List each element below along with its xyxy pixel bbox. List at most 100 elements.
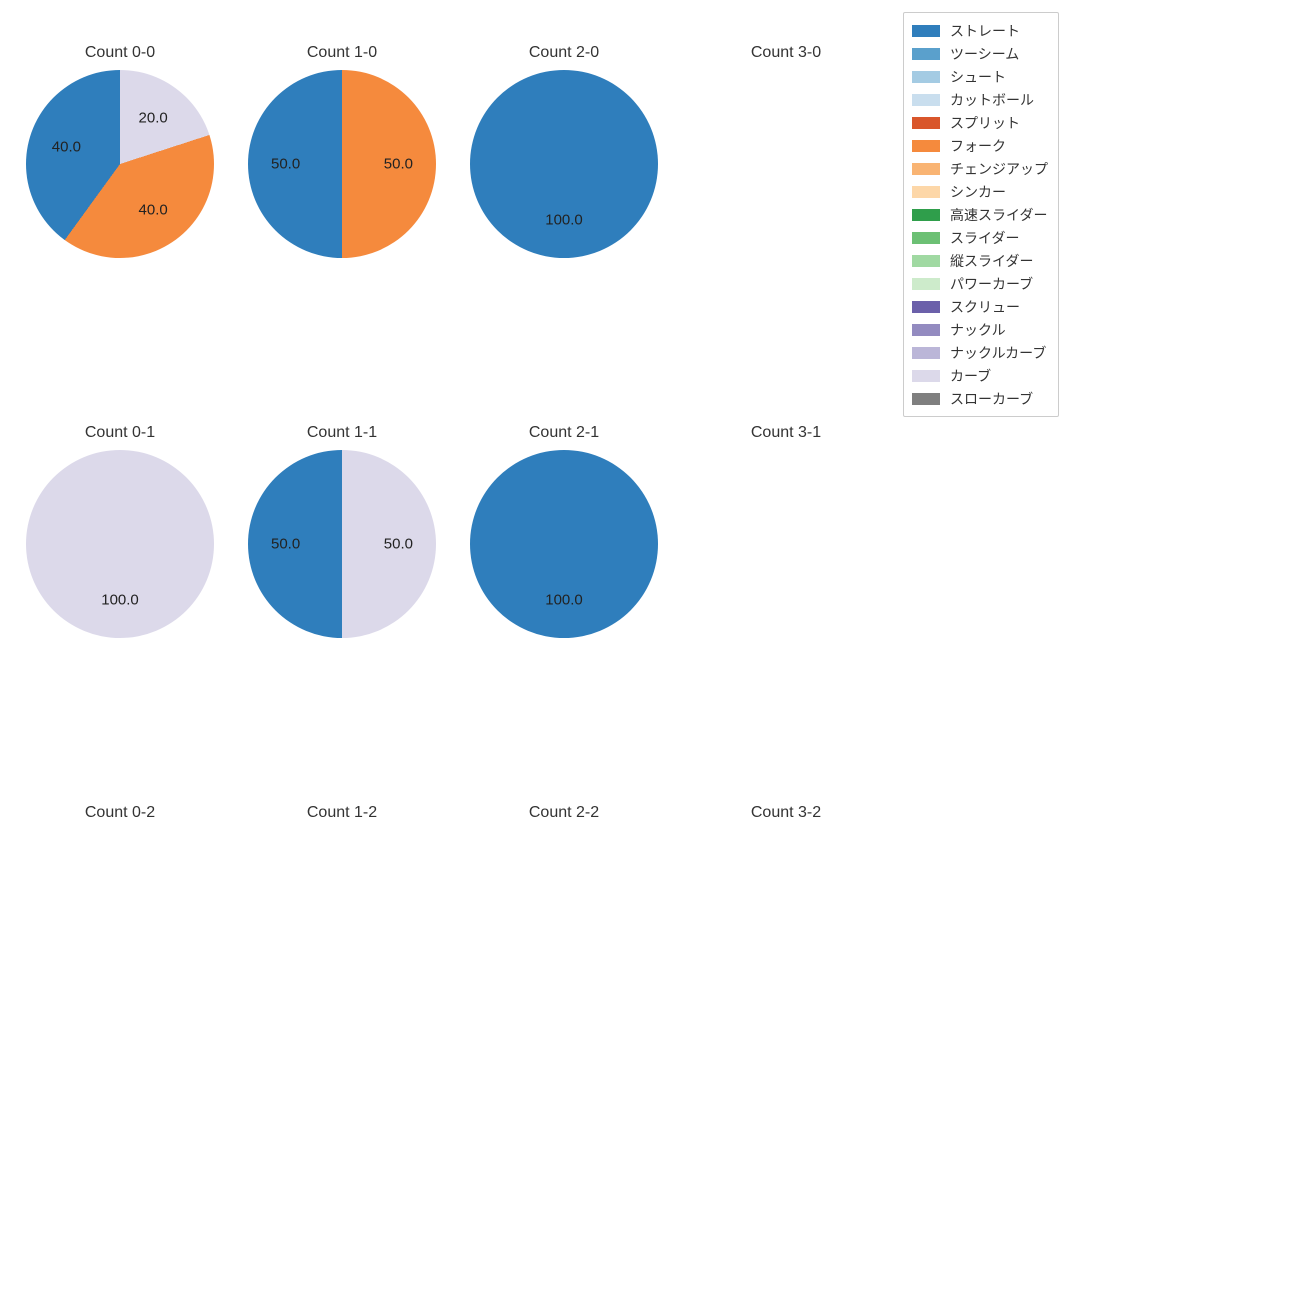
- legend-label: ツーシーム: [950, 44, 1019, 64]
- pie-title: Count 2-1: [454, 424, 674, 442]
- pie-cell: Count 1-1 50.0 50.0: [232, 424, 452, 638]
- legend-swatch: [912, 186, 940, 198]
- pie-wrap: [692, 450, 880, 638]
- legend-item: スライダー: [912, 226, 1048, 249]
- legend-item: チェンジアップ: [912, 157, 1048, 180]
- legend-item: フォーク: [912, 134, 1048, 157]
- legend-label: シンカー: [950, 182, 1006, 202]
- pie-wrap: 100.0: [470, 450, 658, 638]
- pie-wrap: 50.0 50.0: [248, 450, 436, 638]
- legend: ストレートツーシームシュートカットボールスプリットフォークチェンジアップシンカー…: [903, 12, 1059, 417]
- pie-title: Count 1-2: [232, 804, 452, 822]
- pie-cell: Count 3-2: [676, 804, 896, 1018]
- pie-title: Count 3-0: [676, 44, 896, 62]
- legend-item: ナックル: [912, 318, 1048, 341]
- legend-label: 高速スライダー: [950, 205, 1047, 225]
- legend-label: カットボール: [950, 90, 1034, 110]
- legend-swatch: [912, 71, 940, 83]
- pie-cell: Count 3-0: [676, 44, 896, 258]
- legend-label: ストレート: [950, 21, 1020, 41]
- legend-item: 高速スライダー: [912, 203, 1048, 226]
- legend-item: ストレート: [912, 19, 1048, 42]
- pie-title: Count 2-0: [454, 44, 674, 62]
- legend-swatch: [912, 255, 940, 267]
- pie-value-label: 50.0: [271, 536, 300, 553]
- pie-wrap: [470, 830, 658, 1018]
- legend-swatch: [912, 232, 940, 244]
- pie-cell: Count 1-050.050.0: [232, 44, 452, 258]
- pie-cell: Count 2-0 100.0: [454, 44, 674, 258]
- pie-title: Count 0-2: [10, 804, 230, 822]
- legend-swatch: [912, 140, 940, 152]
- pie-wrap: 100.0: [470, 70, 658, 258]
- pie-wrap: [692, 70, 880, 258]
- pie-title: Count 3-1: [676, 424, 896, 442]
- pie-value-label: 20.0: [139, 110, 168, 127]
- legend-label: パワーカーブ: [950, 274, 1033, 294]
- pie-cell: Count 2-1 100.0: [454, 424, 674, 638]
- legend-swatch: [912, 94, 940, 106]
- pie-value-label: 50.0: [384, 536, 413, 553]
- pie: [470, 450, 658, 638]
- pie-title: Count 3-2: [676, 804, 896, 822]
- legend-item: ツーシーム: [912, 42, 1048, 65]
- legend-item: カットボール: [912, 88, 1048, 111]
- pie-cell: Count 0-0 40.0 40.0 20.0: [10, 44, 230, 258]
- pie-value-label: 50.0: [271, 156, 300, 173]
- pie-title: Count 0-1: [10, 424, 230, 442]
- legend-swatch: [912, 278, 940, 290]
- legend-label: スプリット: [950, 113, 1020, 133]
- legend-label: チェンジアップ: [950, 159, 1048, 179]
- legend-label: フォーク: [950, 136, 1006, 156]
- pie-wrap: 100.0: [26, 450, 214, 638]
- pie-cell: Count 0-1 100.0: [10, 424, 230, 638]
- legend-swatch: [912, 370, 940, 382]
- pie: [26, 450, 214, 638]
- legend-swatch: [912, 163, 940, 175]
- legend-item: スプリット: [912, 111, 1048, 134]
- pie-value-label: 100.0: [101, 592, 139, 609]
- pie-wrap: 40.0 40.0 20.0: [26, 70, 214, 258]
- legend-item: 縦スライダー: [912, 249, 1048, 272]
- legend-item: シュート: [912, 65, 1048, 88]
- legend-label: スローカーブ: [950, 389, 1033, 409]
- legend-item: カーブ: [912, 364, 1048, 387]
- legend-label: ナックル: [950, 320, 1006, 340]
- pie: [26, 70, 214, 258]
- legend-label: カーブ: [950, 366, 991, 386]
- legend-item: スクリュー: [912, 295, 1048, 318]
- pie-wrap: [248, 830, 436, 1018]
- pie-wrap: [692, 830, 880, 1018]
- pie-value-label: 100.0: [545, 592, 583, 609]
- pie-value-label: 50.0: [384, 156, 413, 173]
- pie-cell: Count 1-2: [232, 804, 452, 1018]
- legend-label: 縦スライダー: [950, 251, 1033, 271]
- pie-cell: Count 2-2: [454, 804, 674, 1018]
- legend-swatch: [912, 347, 940, 359]
- pie-title: Count 2-2: [454, 804, 674, 822]
- legend-label: ナックルカーブ: [950, 343, 1046, 363]
- pie-wrap: 50.0 50.0: [248, 70, 436, 258]
- pie-value-label: 100.0: [545, 212, 583, 229]
- pie-title: Count 1-1: [232, 424, 452, 442]
- legend-item: シンカー: [912, 180, 1048, 203]
- legend-label: シュート: [950, 67, 1006, 87]
- legend-item: パワーカーブ: [912, 272, 1048, 295]
- legend-item: スローカーブ: [912, 387, 1048, 410]
- legend-swatch: [912, 25, 940, 37]
- legend-swatch: [912, 324, 940, 336]
- pie-value-label: 40.0: [52, 138, 81, 155]
- legend-item: ナックルカーブ: [912, 341, 1048, 364]
- pie-wrap: [26, 830, 214, 1018]
- pie: [470, 70, 658, 258]
- legend-swatch: [912, 48, 940, 60]
- pie-cell: Count 3-1: [676, 424, 896, 638]
- pie-cell: Count 0-2: [10, 804, 230, 1018]
- chart-grid: Count 0-040.040.020.0Count 1-050.050.0Co…: [0, 0, 1300, 1300]
- pie-title: Count 0-0: [10, 44, 230, 62]
- legend-swatch: [912, 393, 940, 405]
- legend-label: スライダー: [950, 228, 1019, 248]
- legend-label: スクリュー: [950, 297, 1020, 317]
- pie-value-label: 40.0: [139, 201, 168, 218]
- legend-swatch: [912, 117, 940, 129]
